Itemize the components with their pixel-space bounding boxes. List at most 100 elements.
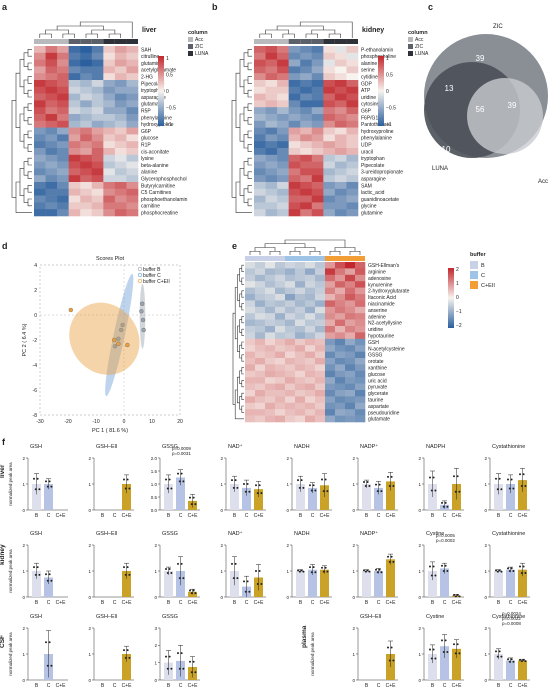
- heatmap-cell: [335, 262, 346, 269]
- heatmap-cell: [334, 202, 347, 210]
- heatmap-cell: [265, 396, 276, 404]
- heatmap-cell: [80, 161, 93, 169]
- data-dot: [453, 643, 455, 646]
- bar: [32, 571, 41, 597]
- legend-label: buffer C: [143, 273, 161, 279]
- heatmap-cell: [334, 154, 347, 162]
- heatmap-cell: [103, 141, 116, 149]
- y-tick-label: 2: [418, 456, 421, 461]
- row-label: 3-ureidopropionate: [361, 170, 403, 176]
- legend-label: C+EII: [481, 283, 495, 289]
- data-dot: [180, 652, 183, 655]
- heatmap-cell: [91, 120, 104, 128]
- row-label: carnitine: [141, 204, 160, 210]
- heatmap-cell: [255, 332, 266, 340]
- dendrogram-branch: [282, 33, 295, 38]
- data-dot: [45, 641, 47, 644]
- bar: [320, 569, 329, 597]
- heatmap-cell: [311, 127, 324, 135]
- heatmap-cell: [103, 161, 116, 169]
- column-annotation-cell: [265, 256, 275, 261]
- dendrogram-branch: [329, 250, 341, 255]
- heatmap-cell: [265, 134, 278, 142]
- column-annotation-cell: [305, 256, 315, 261]
- heatmap-cell: [334, 127, 347, 135]
- data-point: [68, 307, 73, 313]
- heatmap-cell: [325, 300, 336, 308]
- heatmap-cell: [311, 168, 324, 176]
- heatmap-cell: [345, 402, 356, 410]
- data-dot: [387, 646, 389, 649]
- data-dot: [500, 488, 503, 491]
- data-dot: [192, 660, 195, 663]
- heatmap-cell: [285, 345, 296, 352]
- heatmap-cell: [315, 377, 326, 384]
- heatmap-cell: [335, 377, 346, 384]
- heatmap-cell: [254, 154, 266, 162]
- heatmap-cell: [265, 175, 278, 183]
- heatmap-cell: [325, 370, 336, 378]
- heatmap-cell: [275, 390, 286, 397]
- heatmap-cell: [114, 80, 127, 88]
- y-tick-label: 2: [352, 543, 355, 548]
- y-tick-label: 0: [22, 595, 25, 600]
- heatmap-cell: [295, 409, 306, 416]
- x-tick-label: B: [365, 513, 369, 519]
- heatmap-cell: [34, 148, 46, 156]
- heatmap-cell: [277, 161, 289, 169]
- heatmap-cell: [80, 141, 93, 149]
- x-tick-label: C+E: [188, 513, 199, 519]
- legend-marker: [137, 278, 143, 284]
- heatmap-cell: [335, 268, 346, 276]
- venn-set-label: LUNA: [432, 166, 448, 172]
- heatmap-cell: [245, 332, 256, 340]
- heatmap-cell: [34, 154, 46, 162]
- heatmap-cell: [68, 127, 81, 135]
- dendrogram-branch: [27, 62, 32, 71]
- heatmap-cell: [126, 154, 139, 162]
- heatmap-cell: [255, 345, 266, 352]
- heatmap-cell: [265, 262, 276, 269]
- y-tick-label: 1.5: [151, 469, 158, 474]
- heatmap-cell: [126, 80, 139, 88]
- dendrogram-branch: [243, 188, 248, 203]
- heatmap-cell: [315, 300, 326, 308]
- venn-region-count: 56: [476, 105, 485, 114]
- x-tick-label: C+E: [56, 683, 67, 689]
- heatmap-cell: [68, 141, 81, 149]
- heatmap-cell: [114, 175, 127, 183]
- heatmap-cell: [34, 86, 46, 94]
- data-dot: [194, 592, 197, 595]
- data-dot: [168, 655, 171, 658]
- heatmap-cell: [275, 268, 286, 276]
- y-tick-label: 2: [418, 543, 421, 548]
- heatmap-cell: [323, 168, 336, 176]
- heatmap-cell: [265, 114, 278, 122]
- heatmap-cell: [275, 396, 286, 404]
- heatmap-cell: [57, 59, 69, 67]
- heatmap-cell: [91, 188, 104, 196]
- heatmap-cell: [311, 80, 324, 88]
- heatmap-cell: [68, 93, 81, 101]
- heatmap-cell: [334, 46, 347, 54]
- heatmap-cell: [295, 287, 306, 295]
- dendrogram-branch: [247, 62, 252, 71]
- heatmap-cell: [311, 114, 324, 122]
- heatmap-cell: [335, 402, 346, 410]
- row-label: G6P: [361, 109, 372, 115]
- bar-chart-title: GSSG: [162, 614, 178, 620]
- heatmap-cell: [45, 73, 58, 81]
- heatmap-cell: [265, 402, 276, 410]
- data-dot: [165, 655, 167, 658]
- x-tick-label: C+E: [452, 600, 463, 606]
- heatmap-cell: [275, 281, 286, 288]
- dendrogram-branch: [328, 33, 341, 38]
- y-tick-label: 0: [88, 508, 91, 513]
- heatmap-cell: [126, 134, 139, 142]
- heatmap-cell: [277, 93, 289, 101]
- heatmap-cell: [311, 154, 324, 162]
- heatmap-cell: [300, 182, 313, 190]
- heatmap-cell: [300, 161, 313, 169]
- heatmap-cell: [45, 202, 58, 210]
- data-dot: [300, 479, 303, 482]
